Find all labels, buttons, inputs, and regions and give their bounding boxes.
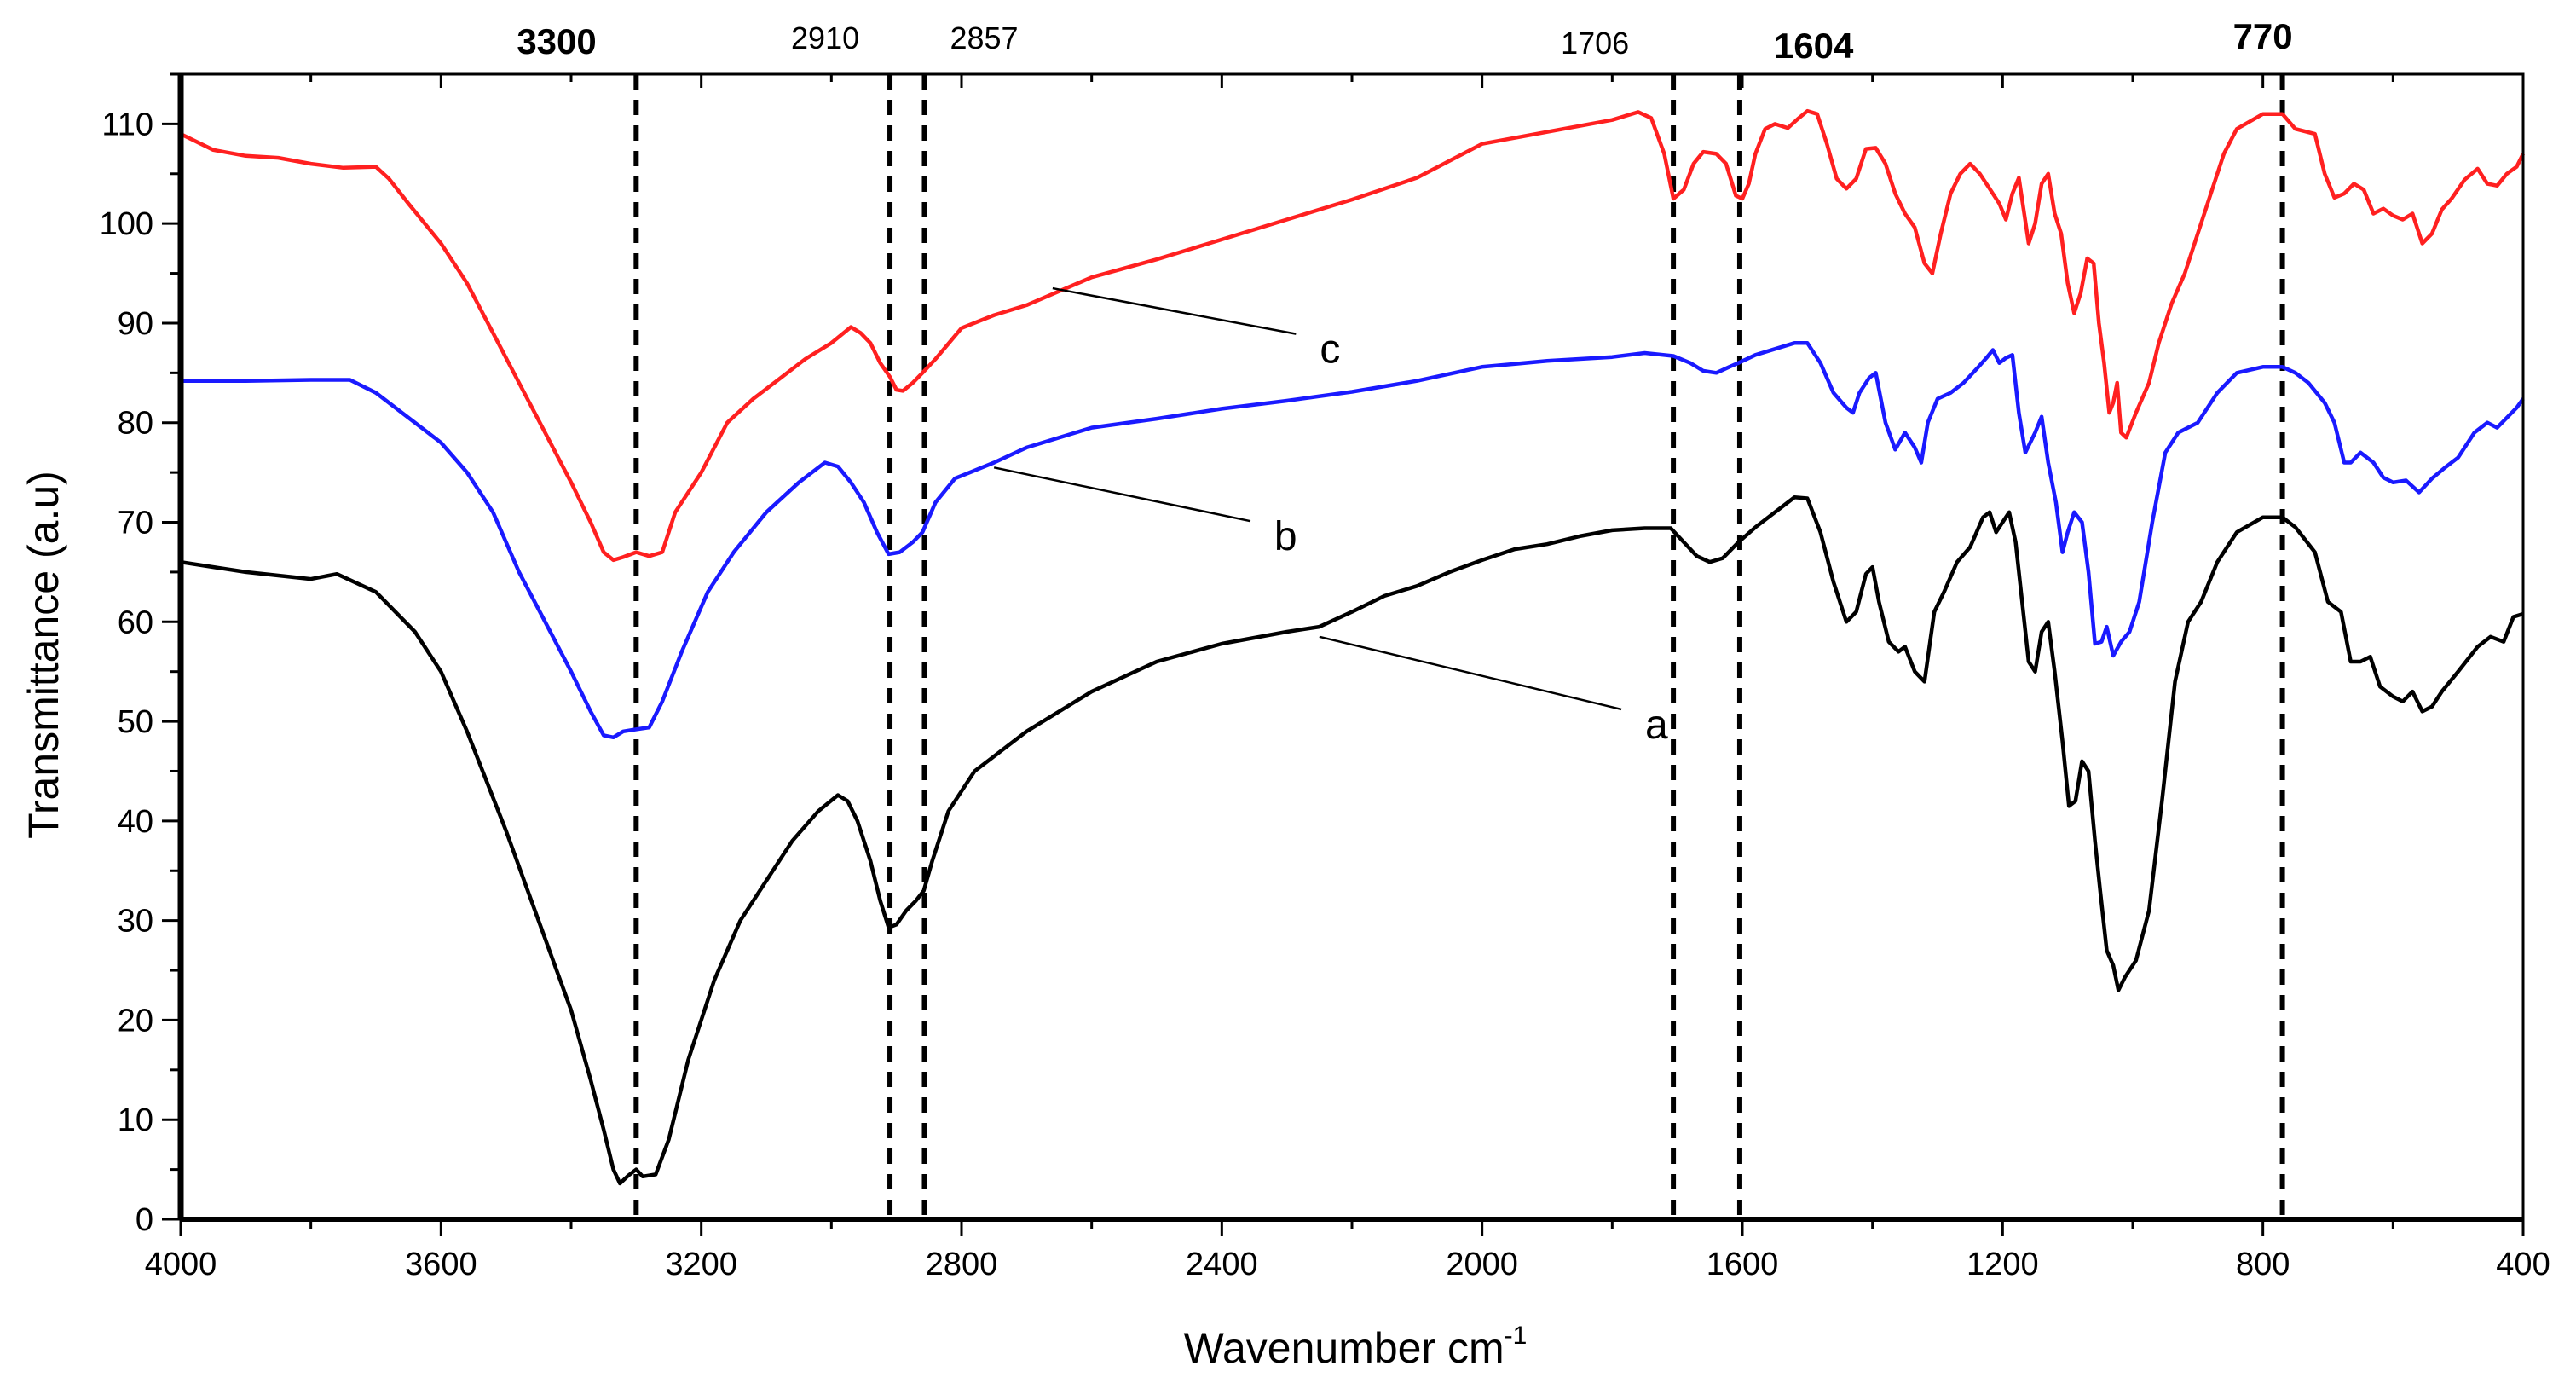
x-tick-label: 2400 xyxy=(1186,1247,1258,1282)
x-tick-label: 2800 xyxy=(926,1247,998,1282)
series-labels: a b c xyxy=(993,286,1668,748)
x-tick-label: 4000 xyxy=(145,1247,217,1282)
series-line-b xyxy=(181,341,2525,740)
y-tick-label: 60 xyxy=(118,605,153,640)
x-tick-label: 3600 xyxy=(405,1247,477,1282)
series-label-a: a xyxy=(1645,703,1668,748)
y-tick-label: 50 xyxy=(118,704,153,740)
series-lines xyxy=(180,108,2526,1186)
x-tick-label: 400 xyxy=(2496,1247,2550,1282)
y-tick-label: 20 xyxy=(118,1003,153,1039)
x-tick-label: 800 xyxy=(2236,1247,2290,1282)
peak-label-2910: 2910 xyxy=(791,20,859,55)
x-tick-label: 3200 xyxy=(665,1247,737,1282)
series-line-c xyxy=(180,108,2526,563)
series-leader-b xyxy=(993,466,1251,523)
y-tick-label: 80 xyxy=(118,406,153,442)
series-label-b: b xyxy=(1274,514,1297,559)
x-axis-title-superscript: -1 xyxy=(1505,1322,1528,1350)
peak-marker-labels: 3300 2910 2857 1706 1604 770 xyxy=(517,16,2292,66)
series-label-c: c xyxy=(1320,327,1340,373)
y-tick-label: 0 xyxy=(136,1202,153,1238)
y-tick-label: 110 xyxy=(101,107,153,142)
series-leader-c xyxy=(1052,286,1297,335)
peak-label-1706: 1706 xyxy=(1561,26,1629,61)
x-tick-label: 1200 xyxy=(1967,1247,2039,1282)
y-tick-label: 100 xyxy=(100,206,153,242)
series-line-a xyxy=(180,495,2524,1186)
y-tick-label: 70 xyxy=(118,506,153,541)
peak-label-770: 770 xyxy=(2233,16,2293,56)
axes: 4000 3600 3200 2800 2400 2000 1600 1200 800 40001… xyxy=(100,72,2550,1282)
y-axis-title: Transmittance (a.u) xyxy=(20,471,67,839)
y-tick-label: 40 xyxy=(118,804,153,840)
x-axis-title: Wavenumber cm-1 xyxy=(1184,1322,1528,1372)
peak-label-1604: 1604 xyxy=(1774,26,1854,66)
y-tick-label: 10 xyxy=(118,1102,153,1138)
y-tick-label: 90 xyxy=(118,306,153,342)
y-tick-label: 30 xyxy=(118,904,153,940)
peak-label-2857: 2857 xyxy=(950,20,1018,55)
peak-label-3300: 3300 xyxy=(517,21,596,61)
x-tick-label: 2000 xyxy=(1446,1247,1518,1282)
peak-marker-lines xyxy=(633,74,2285,1219)
series-leader-a xyxy=(1319,635,1622,711)
x-tick-label: 1600 xyxy=(1707,1247,1779,1282)
